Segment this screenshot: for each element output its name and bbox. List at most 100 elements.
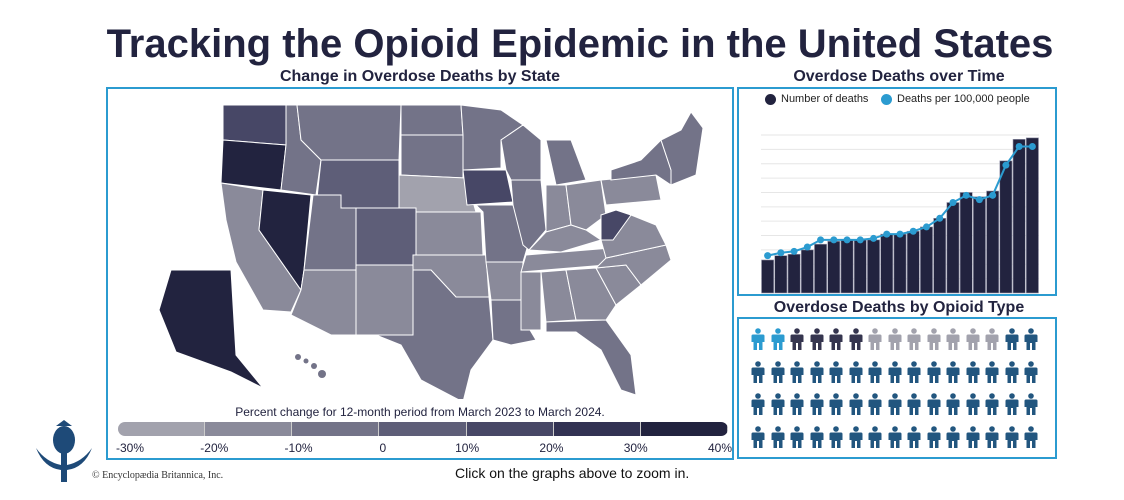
- state-ks[interactable]: [415, 211, 484, 256]
- person-icon: [907, 393, 921, 415]
- rate-point[interactable]: [790, 247, 798, 255]
- rate-point[interactable]: [1028, 142, 1036, 150]
- person-icon: [927, 328, 940, 350]
- rate-point[interactable]: [922, 223, 930, 231]
- rate-point[interactable]: [989, 191, 997, 199]
- bar[interactable]: [827, 240, 841, 294]
- person-icon: [1005, 360, 1018, 383]
- rate-point[interactable]: [777, 249, 785, 257]
- state-mn[interactable]: [460, 104, 524, 171]
- state-tx[interactable]: [375, 269, 494, 399]
- legend-tick: -30%: [115, 441, 145, 455]
- state-wa[interactable]: [222, 104, 287, 146]
- opioid-type-panel[interactable]: [737, 317, 1057, 459]
- state-oh[interactable]: [565, 179, 607, 231]
- state-wv[interactable]: [600, 209, 632, 241]
- bar[interactable]: [840, 239, 854, 294]
- rate-point[interactable]: [843, 236, 851, 244]
- state-hi[interactable]: [295, 354, 301, 360]
- bar[interactable]: [906, 230, 920, 294]
- state-nd[interactable]: [400, 104, 464, 136]
- rate-point[interactable]: [1015, 142, 1023, 150]
- copyright: © Encyclopædia Britannica, Inc.: [92, 470, 224, 481]
- deaths-chart[interactable]: [739, 89, 1055, 294]
- person-icon: [1005, 328, 1018, 350]
- legend-tick: 40%: [707, 441, 733, 455]
- rate-point[interactable]: [1002, 161, 1010, 169]
- page-title: Tracking the Opioid Epidemic in the Unit…: [106, 22, 1054, 66]
- person-icon: [888, 328, 901, 350]
- rate-point[interactable]: [830, 236, 838, 244]
- state-co[interactable]: [355, 207, 417, 266]
- picto-title: Overdose Deaths by Opioid Type: [773, 299, 1025, 316]
- rate-point[interactable]: [870, 234, 878, 242]
- person-icon: [849, 328, 862, 350]
- person-icon: [868, 328, 882, 350]
- rate-point[interactable]: [975, 196, 983, 204]
- state-ms[interactable]: [520, 271, 542, 331]
- us-map[interactable]: [108, 89, 732, 399]
- legend-label: Deaths per 100,000 people: [897, 93, 1030, 105]
- rate-point[interactable]: [949, 199, 957, 207]
- state-sd[interactable]: [400, 134, 464, 179]
- deaths-over-time-panel[interactable]: Number of deaths Deaths per 100,000 peop…: [737, 87, 1057, 296]
- bar[interactable]: [1012, 139, 1026, 294]
- state-mt[interactable]: [296, 104, 402, 161]
- person-icon: [985, 393, 999, 415]
- bar[interactable]: [814, 243, 827, 294]
- bar[interactable]: [986, 190, 1000, 294]
- person-icon: [829, 328, 843, 350]
- state-or[interactable]: [220, 139, 287, 191]
- rate-point[interactable]: [896, 230, 904, 238]
- rate-point[interactable]: [817, 236, 825, 244]
- rate-point[interactable]: [883, 230, 891, 238]
- bar[interactable]: [959, 192, 973, 294]
- bar[interactable]: [761, 259, 775, 294]
- rate-point[interactable]: [803, 243, 811, 251]
- rate-point[interactable]: [856, 236, 864, 244]
- rate-point[interactable]: [764, 252, 772, 260]
- state-ak[interactable]: [158, 269, 264, 389]
- state-map-panel[interactable]: Percent change for 12-month period from …: [106, 87, 734, 460]
- person-icon: [790, 393, 804, 415]
- person-icon: [868, 425, 882, 448]
- bar[interactable]: [946, 202, 960, 294]
- state-mi[interactable]: [545, 139, 587, 186]
- state-ar[interactable]: [485, 261, 524, 301]
- person-icon: [985, 425, 999, 448]
- person-icon: [946, 393, 960, 415]
- bar[interactable]: [853, 239, 867, 294]
- rate-point[interactable]: [909, 227, 917, 235]
- person-icon: [966, 425, 979, 448]
- person-icon: [771, 328, 784, 350]
- state-ia[interactable]: [462, 169, 514, 206]
- state-pa[interactable]: [600, 174, 662, 206]
- bar[interactable]: [867, 239, 880, 294]
- person-icon: [1024, 328, 1038, 350]
- state-hi[interactable]: [318, 370, 326, 378]
- rate-point[interactable]: [962, 191, 970, 199]
- state-nm[interactable]: [355, 264, 414, 336]
- bar[interactable]: [893, 233, 907, 294]
- person-icon: [751, 425, 765, 448]
- bar[interactable]: [999, 160, 1013, 294]
- state-ga[interactable]: [565, 267, 617, 321]
- bar[interactable]: [787, 253, 801, 294]
- rate-point[interactable]: [936, 214, 944, 222]
- bar[interactable]: [973, 196, 986, 294]
- bar[interactable]: [920, 226, 933, 294]
- bar[interactable]: [774, 255, 788, 294]
- legend-swatch: [466, 422, 554, 436]
- state-ne-states[interactable]: [660, 111, 704, 186]
- bar[interactable]: [933, 218, 947, 294]
- bar[interactable]: [1025, 137, 1039, 294]
- state-fl[interactable]: [545, 319, 637, 396]
- bar[interactable]: [880, 233, 894, 294]
- state-hi[interactable]: [303, 358, 309, 364]
- state-hi[interactable]: [311, 363, 317, 369]
- person-icon: [771, 393, 784, 415]
- bar[interactable]: [800, 249, 814, 294]
- person-icon: [868, 360, 882, 383]
- person-icon: [751, 360, 765, 383]
- legend-item-rate: Deaths per 100,000 people: [881, 93, 1030, 105]
